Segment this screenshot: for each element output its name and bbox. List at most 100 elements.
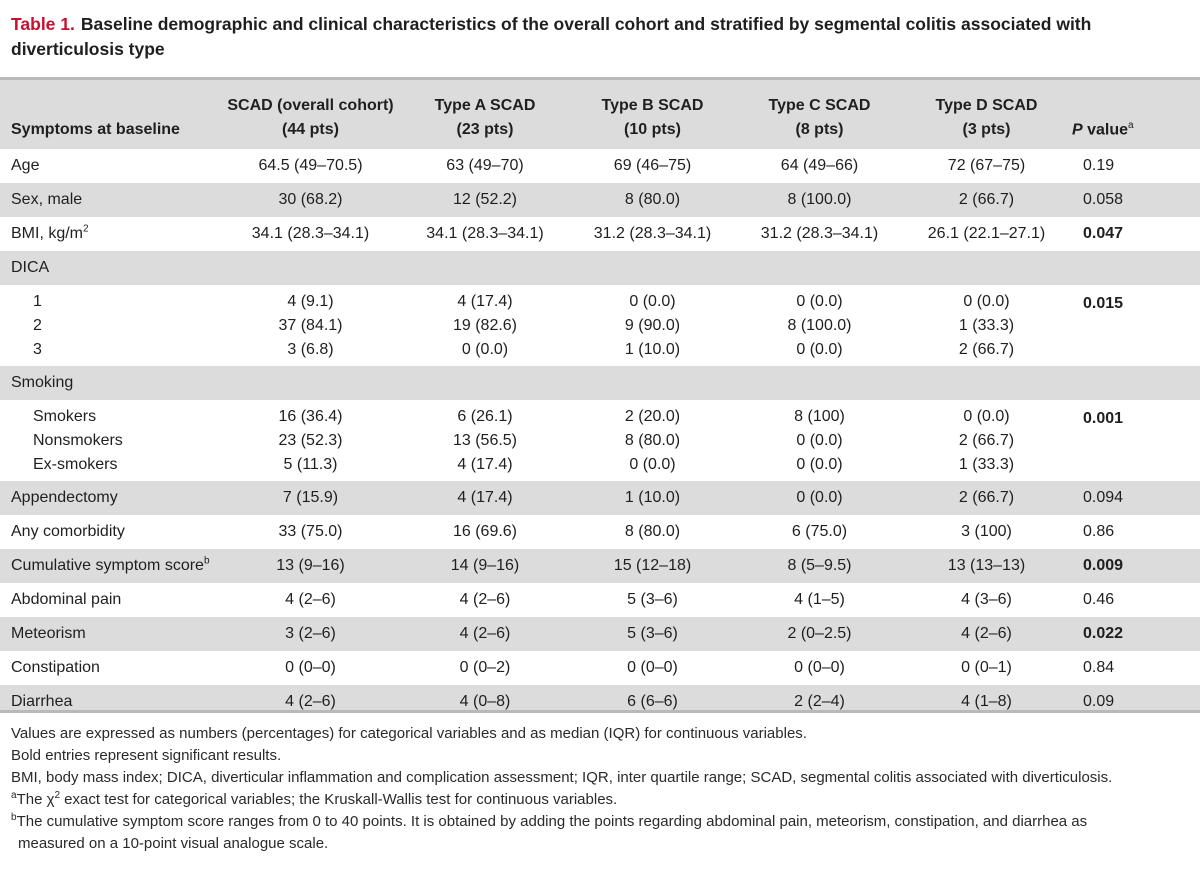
cell-group: 16 (36.4) 23 (52.3) 5 (11.3) <box>220 400 401 481</box>
cell: 4 (17.4) <box>457 489 513 506</box>
cell: 4 (3–6) <box>961 591 1012 608</box>
cell: 0 (0.0) <box>796 431 843 449</box>
cell: 4 (2–6) <box>961 625 1012 642</box>
cell-group: 0 (0.0) 9 (90.0) 1 (10.0) <box>569 285 736 366</box>
cell: 2 (20.0) <box>624 407 681 425</box>
header-row: Symptoms at baseline SCAD (overall cohor… <box>0 80 1200 149</box>
cell: 4 (2–6) <box>285 591 336 608</box>
footnote-b-marker: b <box>11 812 17 823</box>
cell: 4 (2–6) <box>459 591 511 608</box>
cell: 3 (2–6) <box>285 625 336 642</box>
cell: 69 (46–75) <box>613 157 692 174</box>
row-label-text: BMI, kg/m <box>11 225 84 242</box>
cell: 4 (17.4) <box>457 455 513 473</box>
cell: 2 (0–2.5) <box>787 625 852 642</box>
cell: 23 (52.3) <box>278 431 343 449</box>
cell: 1 (33.3) <box>958 316 1015 334</box>
cell: 0 (0.0) <box>963 292 1010 310</box>
cell: 1 (10.0) <box>624 489 681 506</box>
footnote-a-marker: a <box>11 790 17 801</box>
cell: 0 (0–0) <box>285 659 336 676</box>
table-caption: Table 1. Baseline demographic and clinica… <box>11 12 1186 62</box>
header-type-a-count: (23 pts) <box>456 121 514 138</box>
cell: 0 (0.0) <box>963 407 1010 425</box>
table-row-dica-heading: DICA <box>0 251 1200 285</box>
row-label: Abdominal pain <box>11 591 122 608</box>
row-label: BMI, kg/m2 <box>0 217 220 251</box>
row-label: Cumulative symptom scoreb <box>0 549 220 583</box>
cell: 2 (66.7) <box>958 191 1015 208</box>
sub-label: Smokers <box>33 407 97 425</box>
footnote-a-pre: The <box>16 791 47 808</box>
header-overall: SCAD (overall cohort) (44 pts) <box>220 80 401 149</box>
header-type-b-title: Type B SCAD <box>601 97 704 114</box>
p-value-cell: 0.84 <box>1083 659 1115 676</box>
cell: 13 (9–16) <box>276 557 345 574</box>
cell: 0 (0.0) <box>796 455 843 473</box>
cell: 33 (75.0) <box>278 523 343 540</box>
cell: 5 (11.3) <box>283 455 338 473</box>
chi-symbol: χ <box>46 791 55 808</box>
cell: 8 (80.0) <box>624 523 681 540</box>
cell: 13 (56.5) <box>452 431 518 449</box>
p-value-cell: 0.009 <box>1083 557 1124 574</box>
cell: 4 (1–5) <box>794 591 845 608</box>
p-value-cell: 0.022 <box>1083 625 1124 642</box>
header-type-b: Type B SCAD (10 pts) <box>569 80 736 149</box>
cell: 72 (67–75) <box>947 157 1026 174</box>
p-value-cell: 0.058 <box>1083 191 1124 208</box>
cell: 1 (33.3) <box>958 455 1015 473</box>
cell: 4 (1–8) <box>961 693 1012 710</box>
table-row-smoking: Smokers Nonsmokers Ex-smokers 16 (36.4) 2… <box>0 400 1200 481</box>
cell: 8 (100.0) <box>787 316 852 334</box>
cell: 34.1 (28.3–34.1) <box>251 225 370 242</box>
cell: 63 (49–70) <box>446 157 524 174</box>
footnote-values: Values are expressed as numbers (percent… <box>11 725 807 742</box>
cell: 2 (2–4) <box>794 693 845 710</box>
footnote-abbreviations: BMI, body mass index; DICA, diverticular… <box>11 769 1113 786</box>
cell: 0 (0.0) <box>796 489 843 506</box>
cell: 31.2 (28.3–34.1) <box>593 225 712 242</box>
cell: 1 (10.0) <box>624 340 681 358</box>
cell: 64 (49–66) <box>780 157 859 174</box>
table-row-abdominal-pain: Abdominal pain 4 (2–6) 4 (2–6) 5 (3–6) 4… <box>0 583 1200 617</box>
header-overall-title: SCAD (overall cohort) <box>227 97 394 114</box>
cell: 15 (12–18) <box>613 557 692 574</box>
cell: 8 (80.0) <box>624 431 681 449</box>
header-p-italic: P <box>1072 121 1083 138</box>
header-type-a-title: Type A SCAD <box>434 97 536 114</box>
cell: 19 (82.6) <box>452 316 518 334</box>
cell: 0 (0.0) <box>629 292 676 310</box>
cell: 0 (0–0) <box>794 659 845 676</box>
cell: 31.2 (28.3–34.1) <box>760 225 879 242</box>
cell-group: 4 (17.4) 19 (82.6) 0 (0.0) <box>401 285 569 366</box>
cell-group: 6 (26.1) 13 (56.5) 4 (17.4) <box>401 400 569 481</box>
table-row-cumulative: Cumulative symptom scoreb 13 (9–16) 14 (… <box>0 549 1200 583</box>
cell: 12 (52.2) <box>452 191 518 208</box>
p-value-cell: 0.09 <box>1083 693 1115 710</box>
cell: 0 (0.0) <box>796 292 843 310</box>
sub-label: Nonsmokers <box>33 431 123 449</box>
header-type-c-count: (8 pts) <box>795 121 844 138</box>
cell: 64.5 (49–70.5) <box>258 157 363 174</box>
smoking-labels: Smokers Nonsmokers Ex-smokers <box>0 400 220 481</box>
table-row-sex: Sex, male 30 (68.2) 12 (52.2) 8 (80.0) 8… <box>0 183 1200 217</box>
sub-label: Ex-smokers <box>33 455 118 473</box>
row-label: Age <box>11 157 40 174</box>
cell-group: 2 (20.0) 8 (80.0) 0 (0.0) <box>569 400 736 481</box>
cell: 13 (13–13) <box>947 557 1026 574</box>
table-row-meteorism: Meteorism 3 (2–6) 4 (2–6) 5 (3–6) 2 (0–2… <box>0 617 1200 651</box>
row-label: Sex, male <box>11 191 83 208</box>
table-row-appendectomy: Appendectomy 7 (15.9) 4 (17.4) 1 (10.0) … <box>0 481 1200 515</box>
cell: 16 (69.6) <box>452 523 518 540</box>
table-row-constipation: Constipation 0 (0–0) 0 (0–2) 0 (0–0) 0 (… <box>0 651 1200 685</box>
p-value-cell: 0.19 <box>1083 157 1115 174</box>
cell: 3 (100) <box>961 523 1012 540</box>
header-type-d-title: Type D SCAD <box>935 97 1038 114</box>
header-type-d-count: (3 pts) <box>962 121 1011 138</box>
cell: 8 (100.0) <box>787 191 852 208</box>
table-title: Baseline demographic and clinical charac… <box>11 14 1092 59</box>
footnote-bold: Bold entries represent significant resul… <box>11 747 282 764</box>
chi-sup: 2 <box>54 790 61 801</box>
row-label: Meteorism <box>11 625 86 642</box>
